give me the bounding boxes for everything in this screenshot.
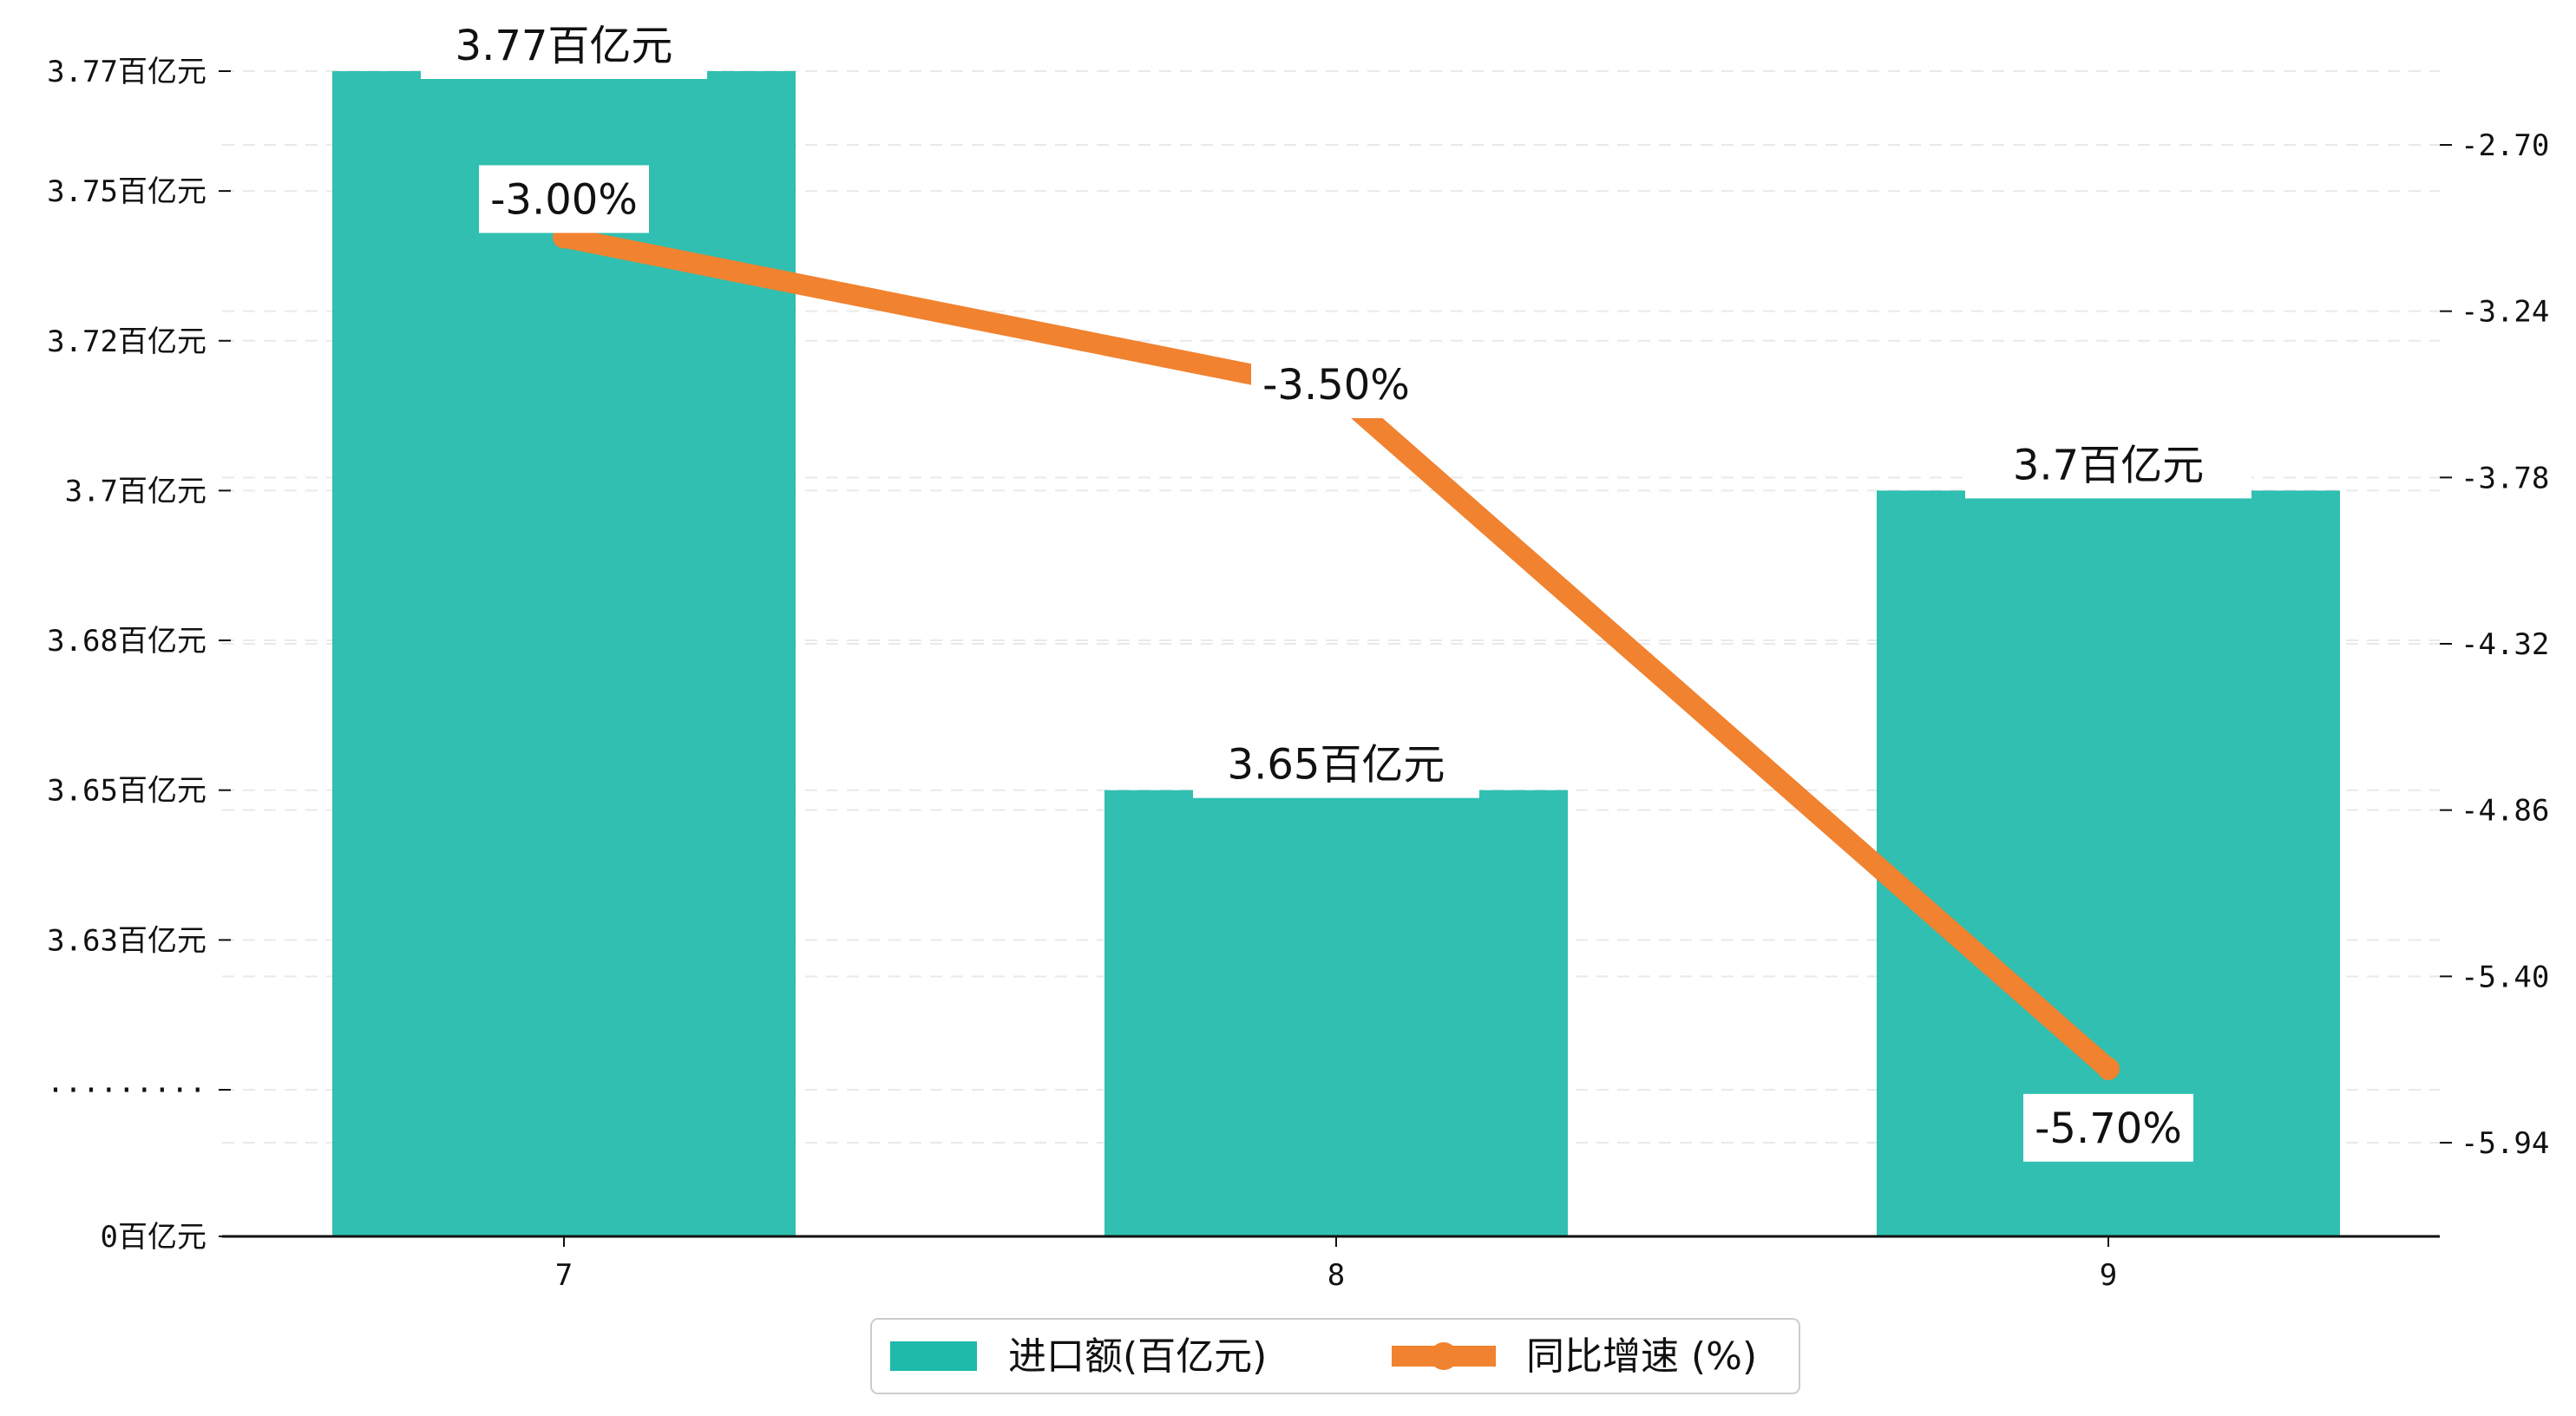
left-tick-label: 0百亿元	[101, 1220, 206, 1255]
growth-label-8: -3.50%	[1262, 361, 1410, 410]
x-tick-label: 8	[1327, 1258, 1345, 1293]
x-tick-label: 9	[2100, 1258, 2117, 1293]
right-tick-label: -5.94	[2461, 1126, 2549, 1161]
legend: 进口额(百亿元) 同比增速 (%)	[870, 1318, 1800, 1394]
growth-label-9-box	[2023, 1093, 2193, 1162]
growth-label-7-box	[479, 165, 649, 233]
left-tick-label: 3.72百亿元	[47, 324, 206, 359]
right-tick-label: -4.86	[2461, 794, 2549, 829]
bar-label-9-box	[1965, 430, 2252, 499]
left-tick-label: 3.65百亿元	[47, 774, 206, 809]
right-tick-label: -5.40	[2461, 960, 2549, 994]
bar-label-9: 3.7百亿元	[2013, 441, 2204, 489]
right-tick-label: -4.32	[2461, 627, 2549, 662]
left-tick-label: 3.75百亿元	[47, 174, 206, 209]
bar-label-7-box	[421, 11, 707, 79]
left-tick-label: 3.77百亿元	[47, 55, 206, 89]
axes: 7 8 9 0百亿元 ········· 3.63百亿元 3.65百亿元 3.68百亿元 3.7…	[47, 55, 2550, 1293]
growth-point-9	[2097, 1057, 2120, 1080]
x-tick-label: 7	[555, 1258, 573, 1293]
legend-label-line: 同比增速 (%)	[1526, 1334, 1757, 1379]
right-tick-label: -3.24	[2461, 295, 2549, 330]
growth-label-7: -3.00%	[490, 175, 638, 224]
left-tick-label: 3.7百亿元	[65, 474, 206, 508]
right-tick-label: -3.78	[2461, 461, 2549, 495]
right-tick-label: -2.70	[2461, 128, 2549, 163]
bar-label-8: 3.65百亿元	[1228, 741, 1445, 790]
legend-box	[870, 1318, 1800, 1394]
left-tick-label: 3.68百亿元	[47, 624, 206, 659]
bar-label-8-box	[1193, 730, 1479, 798]
bar-8	[1104, 790, 1568, 1236]
data-labels: 3.77百亿元 3.65百亿元 3.7百亿元 -3.00% -3.50% -5.70%	[421, 11, 2252, 1162]
legend-label-bar: 进口额(百亿元)	[1008, 1334, 1267, 1379]
legend-swatch-bar	[890, 1341, 977, 1371]
growth-label-9: -5.70%	[2035, 1105, 2182, 1153]
bar-label-7: 3.77百亿元	[456, 22, 673, 70]
left-tick-label: ·········	[47, 1073, 206, 1108]
legend-swatch-marker	[1430, 1342, 1458, 1370]
growth-label-8-box	[1251, 350, 1421, 418]
left-tick-label: 3.63百亿元	[47, 923, 206, 958]
